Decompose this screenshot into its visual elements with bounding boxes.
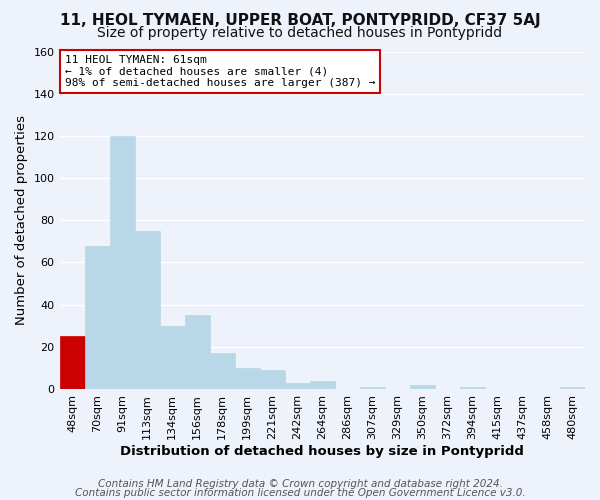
Bar <box>110 136 134 389</box>
Bar <box>285 382 310 389</box>
Text: Contains HM Land Registry data © Crown copyright and database right 2024.: Contains HM Land Registry data © Crown c… <box>98 479 502 489</box>
Bar <box>85 246 110 389</box>
Text: 11 HEOL TYMAEN: 61sqm
← 1% of detached houses are smaller (4)
98% of semi-detach: 11 HEOL TYMAEN: 61sqm ← 1% of detached h… <box>65 55 375 88</box>
Bar <box>460 387 485 389</box>
Bar <box>134 231 160 389</box>
Text: Contains public sector information licensed under the Open Government Licence v3: Contains public sector information licen… <box>74 488 526 498</box>
Bar <box>160 326 185 389</box>
Y-axis label: Number of detached properties: Number of detached properties <box>15 115 28 325</box>
Bar <box>209 353 235 389</box>
Bar <box>560 387 585 389</box>
Bar <box>410 384 435 389</box>
Bar <box>59 336 85 389</box>
Bar <box>185 315 209 389</box>
Text: 11, HEOL TYMAEN, UPPER BOAT, PONTYPRIDD, CF37 5AJ: 11, HEOL TYMAEN, UPPER BOAT, PONTYPRIDD,… <box>59 12 541 28</box>
Bar <box>260 370 285 389</box>
Text: Size of property relative to detached houses in Pontypridd: Size of property relative to detached ho… <box>97 26 503 40</box>
X-axis label: Distribution of detached houses by size in Pontypridd: Distribution of detached houses by size … <box>121 444 524 458</box>
Bar <box>235 368 260 389</box>
Bar <box>310 380 335 389</box>
Bar <box>360 387 385 389</box>
